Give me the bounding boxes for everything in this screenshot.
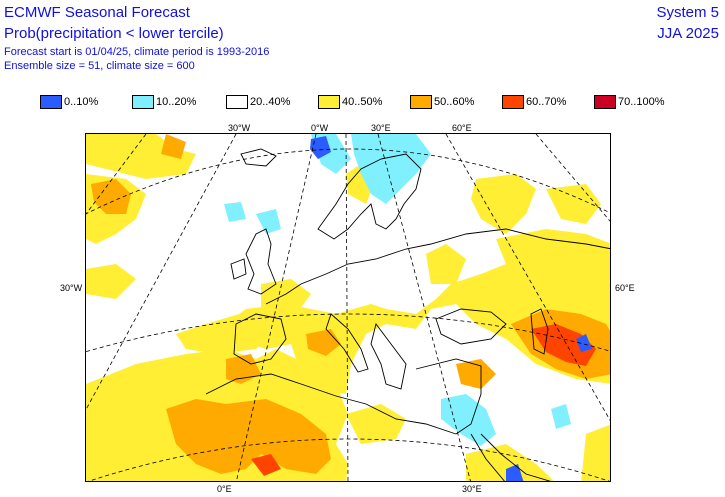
lon-label-top-30w: 30°W [228, 123, 251, 133]
legend-swatch [594, 95, 616, 109]
map-subtitle: Prob(precipitation < lower tercile) [4, 25, 224, 42]
coastline [245, 228, 277, 295]
ensemble-size-text: Ensemble size = 51, climate size = 600 [4, 60, 195, 72]
legend-label: 40..50% [342, 96, 383, 108]
prob-region [251, 454, 281, 476]
legend-swatch [502, 95, 524, 109]
prob-10-20-regions [224, 134, 571, 446]
legend-label: 0..10% [64, 96, 99, 108]
coastline [415, 358, 482, 435]
legend-swatch [318, 95, 340, 109]
coastline [205, 373, 457, 435]
legend-swatch [410, 95, 432, 109]
coastline [480, 433, 551, 481]
prob-region [456, 359, 496, 389]
coastline [470, 433, 505, 481]
lon-label-top-30e: 30°E [371, 123, 391, 133]
lat-label-left: 30°W [60, 283, 83, 293]
prob-region [426, 244, 466, 284]
coastline [370, 322, 407, 390]
legend-swatch [226, 95, 248, 109]
lon-label-bottom-30e: 30°E [462, 484, 482, 494]
map-title: ECMWF Seasonal Forecast [4, 4, 190, 21]
season-label: JJA 2025 [657, 25, 719, 42]
coastline [240, 148, 277, 167]
prob-region [224, 202, 246, 222]
probability-map [85, 133, 611, 482]
meridian-line [86, 134, 147, 215]
meridian-line [86, 134, 237, 411]
coastline [230, 258, 247, 280]
prob-region [466, 444, 554, 481]
coastline [317, 153, 422, 240]
coastline [530, 308, 549, 355]
prob-region [546, 184, 601, 224]
prob-40-50-regions [86, 134, 610, 481]
parallel-line [86, 148, 610, 215]
meridian-line [345, 134, 349, 481]
lon-label-top-0: 0°W [311, 123, 329, 133]
coastlines [205, 148, 610, 481]
prob-region [441, 394, 496, 446]
coastline [233, 313, 287, 365]
prob-region [471, 174, 536, 234]
coastline [325, 313, 369, 373]
lon-label-bottom-0: 0°E [217, 484, 232, 494]
legend-swatch [132, 95, 154, 109]
prob-region [256, 209, 281, 234]
prob-region [551, 404, 571, 429]
legend-label: 10..20% [156, 96, 197, 108]
legend-label: 50..60% [434, 96, 475, 108]
prob-region [91, 179, 131, 214]
coastline [265, 228, 610, 305]
legend-label: 20..40% [250, 96, 291, 108]
prob-region [261, 279, 311, 319]
prob-region [576, 334, 592, 352]
prob-region [166, 399, 331, 474]
prob-region [86, 264, 136, 299]
meridian-line [236, 134, 317, 481]
parallel-line [88, 438, 610, 481]
legend-swatch [40, 95, 62, 109]
graticule [86, 134, 610, 481]
prob-region [310, 136, 331, 159]
prob-region [161, 134, 186, 159]
parallel-line [86, 313, 610, 353]
meridian-line [535, 134, 610, 222]
coastline [435, 308, 507, 345]
prob-region [351, 134, 431, 204]
lon-label-top-60e: 60°E [452, 123, 472, 133]
legend-label: 60..70% [526, 96, 567, 108]
forecast-start-text: Forecast start is 01/04/25, climate peri… [4, 46, 270, 58]
system-label: System 5 [656, 4, 719, 21]
prob-region [581, 424, 610, 481]
prob-region [346, 404, 406, 444]
lat-label-right: 60°E [615, 283, 635, 293]
legend-label: 70..100% [618, 96, 665, 108]
map-canvas [86, 134, 610, 481]
prob-region [176, 309, 276, 354]
